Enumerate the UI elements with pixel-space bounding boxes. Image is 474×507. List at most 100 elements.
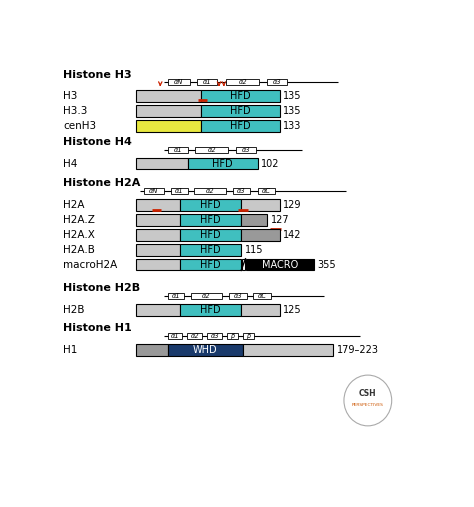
Text: 115: 115 [245,245,263,255]
Text: 179–223: 179–223 [337,345,379,355]
Text: HFD: HFD [201,215,221,225]
Text: 135: 135 [283,106,302,116]
Bar [195,147,228,153]
Bar [168,333,182,339]
Text: α1: α1 [203,79,211,85]
Bar [137,199,181,211]
Text: α2: α2 [238,79,247,85]
Bar [137,259,181,270]
Text: HFD: HFD [201,260,221,270]
Bar [243,344,333,355]
Bar [171,188,188,194]
Text: α3: α3 [234,293,242,299]
Text: 129: 129 [283,200,302,210]
Bar [197,79,217,86]
Text: 102: 102 [261,159,280,168]
Text: H4: H4 [63,159,77,168]
Bar [168,293,184,299]
Bar [241,199,280,211]
Text: 127: 127 [271,215,289,225]
Text: α1: α1 [172,293,180,299]
Bar [181,214,241,226]
Bar [241,304,280,316]
Bar [168,79,190,86]
Text: H2A.X: H2A.X [63,230,95,240]
Text: H2A: H2A [63,200,84,210]
Bar [241,229,280,241]
Text: 135: 135 [283,91,302,101]
Text: PERSPECTIVES: PERSPECTIVES [352,403,384,407]
Text: Histone H2A: Histone H2A [63,178,140,189]
Bar [229,293,246,299]
Text: macroH2A: macroH2A [63,260,117,270]
Bar [201,120,280,131]
Bar [181,229,241,241]
Text: α1: α1 [173,147,182,153]
Text: 355: 355 [318,260,336,270]
Bar [181,244,241,256]
Bar [236,147,256,153]
Bar [144,188,164,194]
Bar [137,90,201,102]
Bar [241,214,267,226]
Text: H2A.Z: H2A.Z [63,215,95,225]
Text: H2B: H2B [63,305,84,315]
Text: β: β [246,333,251,339]
Bar [258,188,275,194]
Bar [168,147,188,153]
Bar [243,333,255,339]
Text: CSH: CSH [359,389,377,398]
Text: HFD: HFD [212,159,233,168]
Bar [201,105,280,117]
Text: Histone H4: Histone H4 [63,137,132,147]
Text: HFD: HFD [201,230,221,240]
Bar [242,259,245,270]
Text: α1: α1 [175,188,184,194]
Text: Histone H3: Histone H3 [63,69,132,80]
Text: HFD: HFD [230,121,250,131]
Bar [253,293,271,299]
Text: HFD: HFD [201,200,221,210]
Bar [188,158,258,169]
Text: HFD: HFD [230,106,250,116]
Text: H2A.B: H2A.B [63,245,95,255]
Bar [181,259,241,270]
Text: 133: 133 [283,121,302,131]
Text: HFD: HFD [201,245,221,255]
Bar [137,304,181,316]
Text: cenH3: cenH3 [63,121,96,131]
Text: 142: 142 [283,230,302,240]
Text: α2: α2 [206,188,214,194]
Bar [137,344,168,355]
Bar [246,259,314,270]
Text: β: β [230,333,235,339]
Text: HFD: HFD [201,305,221,315]
Text: HFD: HFD [230,91,250,101]
Text: αN: αN [174,79,183,85]
Bar [267,79,287,86]
Text: α3: α3 [210,333,219,339]
Bar [137,229,181,241]
Bar [227,333,238,339]
Text: αN: αN [149,188,158,194]
Bar [191,293,222,299]
Text: α3: α3 [237,188,246,194]
Text: α1: α1 [171,333,179,339]
Bar [194,188,226,194]
Text: WHD: WHD [193,345,218,355]
Text: α2: α2 [202,293,210,299]
Bar [233,188,250,194]
Text: H3: H3 [63,91,77,101]
Text: H1: H1 [63,345,77,355]
Text: H3.3: H3.3 [63,106,87,116]
Bar [137,214,181,226]
Bar [207,333,222,339]
Bar [181,304,241,316]
Text: MACRO: MACRO [262,260,298,270]
Bar [137,158,188,169]
Bar [137,244,181,256]
Bar [227,79,259,86]
Text: 125: 125 [283,305,302,315]
Text: Histone H2B: Histone H2B [63,283,140,293]
Bar [168,344,243,355]
